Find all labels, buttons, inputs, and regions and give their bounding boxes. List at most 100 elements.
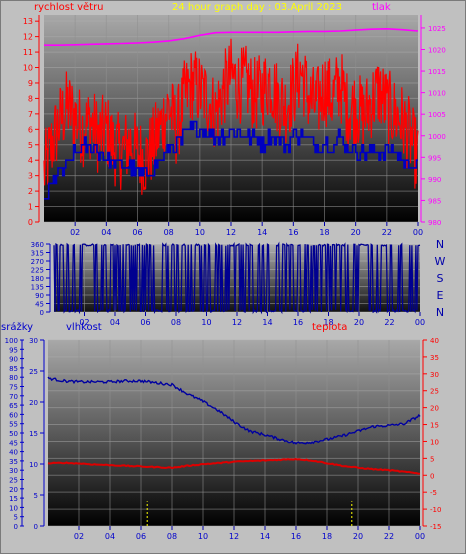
wind-average-line <box>44 120 418 200</box>
temp-y-tick-label: 5 <box>430 455 434 463</box>
temp-y-tick-label: 35 <box>430 354 439 362</box>
humidity-y-tick-label: 30 <box>29 337 38 345</box>
direction-x-tick-label: 22 <box>384 318 394 327</box>
wind-x-tick-label: 16 <box>288 228 298 237</box>
rain-y-tick-label: 30 <box>9 467 18 475</box>
rain-title: srážky <box>1 321 33 333</box>
wind-x-tick-label: 10 <box>195 228 205 237</box>
temp-y-tick-label: 10 <box>430 438 439 446</box>
direction-y-tick-label: 0 <box>40 309 44 317</box>
temp-y-tick-label: -10 <box>430 506 441 514</box>
wind-y-tick-label: 8 <box>28 94 33 103</box>
temp-y-tick-label: 25 <box>430 388 439 396</box>
direction-x-tick-label: 20 <box>354 318 364 327</box>
humidity-y-tick-label: 5 <box>34 492 38 500</box>
pressure-line <box>44 27 419 47</box>
humidity-y-tick-label: 25 <box>29 368 38 376</box>
graph-title: 24 hour graph day : 03.April 2023 <box>172 2 342 13</box>
pressure-y-tick-label: 1010 <box>428 90 446 98</box>
temp-y-tick-label: -15 <box>430 523 441 531</box>
temp-y-tick-label: 20 <box>430 405 439 413</box>
direction-y-tick-label: 135 <box>31 284 44 292</box>
pressure-y-tick-label: 1025 <box>428 25 446 33</box>
wind-y-tick-label: 9 <box>28 79 33 88</box>
temp-x-tick-label: 14 <box>260 532 270 541</box>
humidity-y-tick-label: 20 <box>29 399 38 407</box>
temp-y-tick-label: -5 <box>430 489 437 497</box>
direction-x-tick-label: 10 <box>201 318 211 327</box>
direction-y-tick-label: 90 <box>35 292 44 300</box>
pressure-y-tick-label: 990 <box>428 176 441 184</box>
temp-x-tick-label: 22 <box>384 532 394 541</box>
humidity-title: vlhkost <box>66 322 102 333</box>
wind-y-tick-label: 0 <box>28 218 33 227</box>
temp-y-tick-label: 0 <box>430 472 434 480</box>
wind-x-tick-label: 22 <box>382 228 392 237</box>
temp-x-tick-label: 02 <box>74 532 84 541</box>
wind-speed-line <box>43 38 419 195</box>
rain-y-tick-label: 50 <box>9 430 18 438</box>
pressure-y-tick-label: 980 <box>428 219 441 227</box>
wind-y-tick-label: 4 <box>28 156 33 165</box>
rain-y-tick-label: 60 <box>9 411 18 419</box>
temp-x-tick-label: 06 <box>136 532 146 541</box>
compass-label-w: W <box>435 255 446 268</box>
humidity-y-tick-label: 0 <box>34 523 38 531</box>
rain-y-tick-label: 90 <box>9 356 18 364</box>
wind-y-tick-label: 12 <box>23 33 33 42</box>
rain-y-tick-label: 25 <box>9 477 18 485</box>
wind-x-tick-label: 14 <box>257 228 267 237</box>
wind-x-tick-label: 18 <box>319 228 329 237</box>
rain-y-tick-label: 85 <box>9 365 18 373</box>
direction-x-tick-label: 16 <box>293 318 303 327</box>
rain-y-tick-label: 15 <box>9 495 18 503</box>
direction-x-tick-label: 12 <box>232 318 242 327</box>
pressure-y-tick-label: 1005 <box>428 111 446 119</box>
pressure-y-tick-label: 995 <box>428 154 441 162</box>
pressure-y-tick-label: 985 <box>428 197 441 205</box>
rain-y-tick-label: 10 <box>9 504 18 512</box>
wind-x-tick-label: 06 <box>132 228 142 237</box>
direction-x-tick-label: 18 <box>323 318 333 327</box>
rain-y-tick-label: 35 <box>9 458 18 466</box>
temperature-title: teplota <box>312 322 347 333</box>
wind-x-tick-label: 12 <box>226 228 236 237</box>
rain-y-tick-label: 65 <box>9 402 18 410</box>
direction-x-tick-label: 14 <box>262 318 272 327</box>
pressure-y-tick-label: 1015 <box>428 68 446 76</box>
rain-y-tick-label: 70 <box>9 393 18 401</box>
rain-y-tick-label: 100 <box>5 337 18 345</box>
direction-y-tick-label: 45 <box>35 301 44 309</box>
temp-x-tick-label: 10 <box>198 532 208 541</box>
humidity-line <box>47 376 421 445</box>
direction-x-tick-label: 04 <box>110 318 120 327</box>
temp-x-tick-label: 12 <box>229 532 239 541</box>
rain-y-tick-label: 55 <box>9 421 18 429</box>
direction-y-tick-label: 180 <box>31 275 44 283</box>
wind-y-tick-label: 1 <box>28 203 33 212</box>
compass-label-e: E <box>437 289 444 302</box>
compass-label-n: N <box>436 238 444 251</box>
direction-x-tick-label: 06 <box>140 318 150 327</box>
temp-y-tick-label: 15 <box>430 422 439 430</box>
temp-x-tick-label: 00 <box>415 532 425 541</box>
temp-x-tick-label: 18 <box>322 532 332 541</box>
pressure-title: tlak <box>372 2 391 13</box>
wind-x-tick-label: 04 <box>101 228 111 237</box>
pressure-y-tick-label: 1020 <box>428 47 446 55</box>
rain-y-tick-label: 75 <box>9 384 18 392</box>
direction-y-tick-label: 270 <box>31 258 44 266</box>
pressure-y-tick-label: 1000 <box>428 133 446 141</box>
temperature-line <box>47 457 421 475</box>
humidity-y-tick-label: 10 <box>29 461 38 469</box>
wind-x-tick-label: 20 <box>351 228 361 237</box>
direction-x-tick-label: 00 <box>415 318 425 327</box>
wind-y-tick-label: 7 <box>28 110 33 119</box>
wind-x-tick-label: 00 <box>413 228 423 237</box>
wind-direction-line <box>53 241 421 315</box>
rain-y-tick-label: 40 <box>9 449 18 457</box>
wind-y-tick-label: 10 <box>23 64 33 73</box>
wind-y-tick-label: 11 <box>23 48 33 57</box>
rain-y-tick-label: 0 <box>14 523 18 531</box>
